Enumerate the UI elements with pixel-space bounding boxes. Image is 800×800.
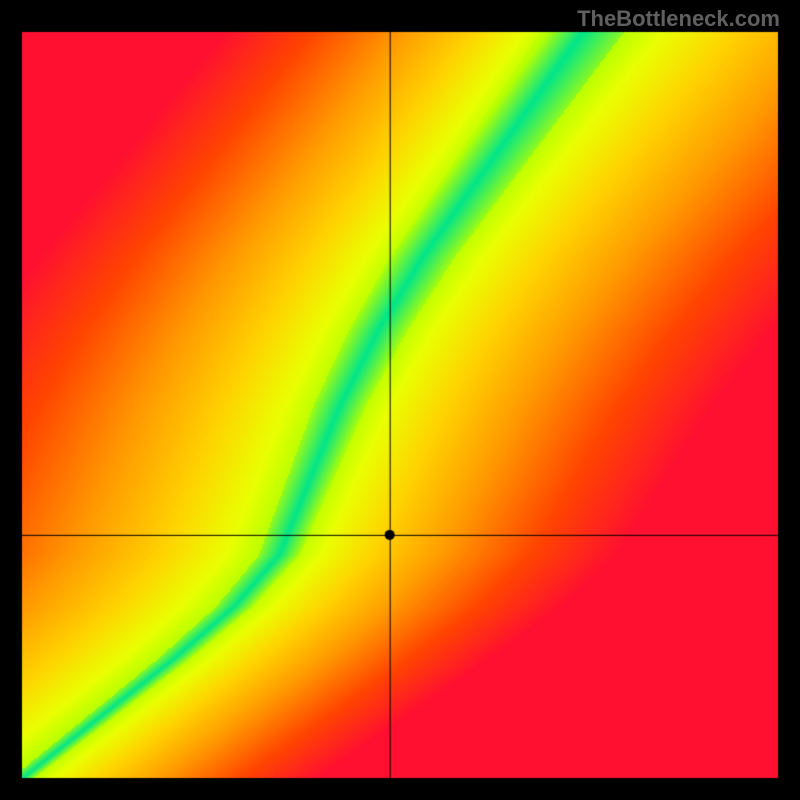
watermark-text: TheBottleneck.com bbox=[577, 6, 780, 32]
heatmap-canvas bbox=[0, 0, 800, 800]
chart-container: TheBottleneck.com bbox=[0, 0, 800, 800]
